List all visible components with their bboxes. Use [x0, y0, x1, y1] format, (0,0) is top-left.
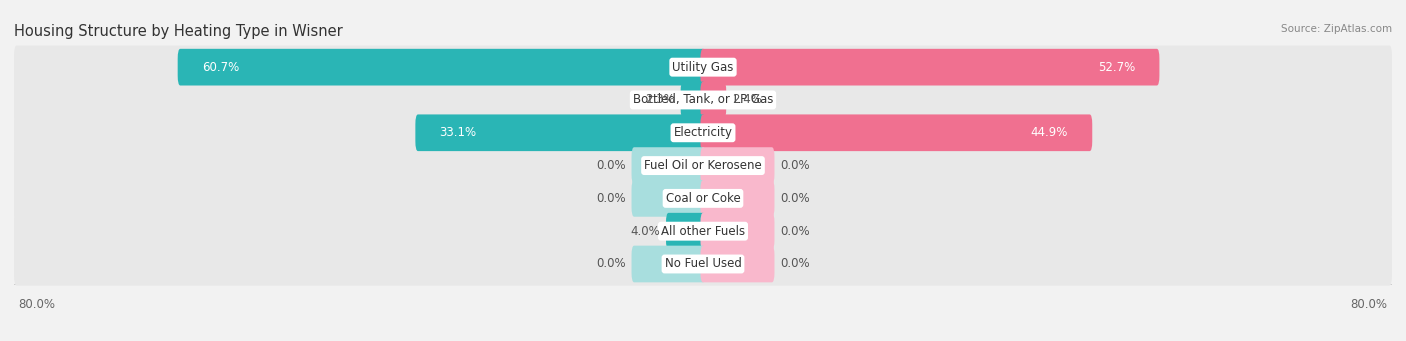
FancyBboxPatch shape — [415, 115, 706, 151]
Text: 0.0%: 0.0% — [596, 192, 626, 205]
FancyBboxPatch shape — [631, 246, 706, 282]
Text: 0.0%: 0.0% — [780, 257, 810, 270]
Text: 80.0%: 80.0% — [1351, 298, 1388, 311]
FancyBboxPatch shape — [177, 49, 706, 86]
FancyBboxPatch shape — [700, 147, 775, 184]
FancyBboxPatch shape — [14, 177, 1392, 220]
Text: 0.0%: 0.0% — [780, 159, 810, 172]
Text: Electricity: Electricity — [673, 126, 733, 139]
Text: Bottled, Tank, or LP Gas: Bottled, Tank, or LP Gas — [633, 93, 773, 106]
FancyBboxPatch shape — [631, 180, 706, 217]
Text: 4.0%: 4.0% — [630, 225, 659, 238]
FancyBboxPatch shape — [700, 246, 775, 282]
FancyBboxPatch shape — [700, 180, 775, 217]
FancyBboxPatch shape — [14, 144, 1392, 187]
Text: Utility Gas: Utility Gas — [672, 61, 734, 74]
FancyBboxPatch shape — [700, 81, 727, 118]
Text: No Fuel Used: No Fuel Used — [665, 257, 741, 270]
FancyBboxPatch shape — [631, 147, 706, 184]
Text: Source: ZipAtlas.com: Source: ZipAtlas.com — [1281, 24, 1392, 34]
Text: 0.0%: 0.0% — [780, 225, 810, 238]
Text: 0.0%: 0.0% — [596, 159, 626, 172]
Text: Coal or Coke: Coal or Coke — [665, 192, 741, 205]
Text: 2.4%: 2.4% — [733, 93, 762, 106]
Text: 60.7%: 60.7% — [202, 61, 239, 74]
FancyBboxPatch shape — [14, 209, 1392, 253]
Text: 80.0%: 80.0% — [18, 298, 55, 311]
Text: 2.3%: 2.3% — [645, 93, 675, 106]
FancyBboxPatch shape — [666, 213, 706, 250]
Text: All other Fuels: All other Fuels — [661, 225, 745, 238]
Text: Fuel Oil or Kerosene: Fuel Oil or Kerosene — [644, 159, 762, 172]
FancyBboxPatch shape — [681, 81, 706, 118]
Text: 0.0%: 0.0% — [596, 257, 626, 270]
Text: 33.1%: 33.1% — [440, 126, 477, 139]
FancyBboxPatch shape — [700, 115, 1092, 151]
FancyBboxPatch shape — [700, 49, 1160, 86]
FancyBboxPatch shape — [14, 111, 1392, 154]
Text: 44.9%: 44.9% — [1031, 126, 1069, 139]
FancyBboxPatch shape — [14, 45, 1392, 89]
FancyBboxPatch shape — [14, 78, 1392, 122]
FancyBboxPatch shape — [700, 213, 775, 250]
Text: 0.0%: 0.0% — [780, 192, 810, 205]
FancyBboxPatch shape — [14, 242, 1392, 286]
Text: Housing Structure by Heating Type in Wisner: Housing Structure by Heating Type in Wis… — [14, 24, 343, 39]
Text: 52.7%: 52.7% — [1098, 61, 1135, 74]
